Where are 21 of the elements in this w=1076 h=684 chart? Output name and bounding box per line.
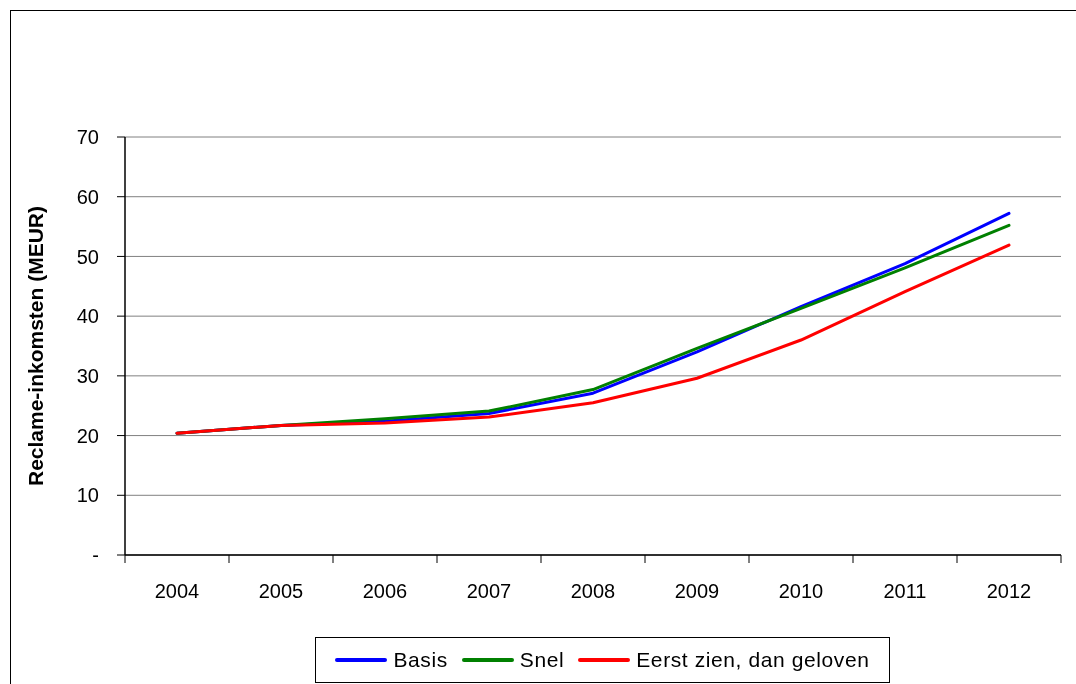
x-tick-label: 2004	[154, 580, 200, 602]
y-tick-label: 50	[76, 245, 99, 268]
y-tick-label: 20	[76, 424, 99, 447]
legend-label: Eerst zien, dan geloven	[636, 648, 870, 672]
legend-label: Snel	[519, 648, 565, 672]
y-tick-label: 70	[76, 126, 99, 149]
x-tick-label: 2009	[674, 580, 720, 602]
x-tick-label: 2007	[466, 580, 512, 602]
x-tick-label: 2010	[778, 580, 824, 602]
y-axis-title: Reclame-inkomsten (MEUR)	[23, 205, 47, 487]
y-tick-label: 30	[76, 364, 99, 387]
y-tick-label: 10	[76, 484, 99, 507]
x-tick-label: 2005	[258, 580, 304, 602]
x-tick-label: 2006	[362, 580, 408, 602]
x-tick-label: 2011	[883, 580, 927, 602]
x-tick-label: 2008	[570, 580, 616, 602]
y-tick-label: -	[92, 544, 99, 567]
legend-label: Basis	[393, 648, 448, 672]
x-tick-label: 2012	[986, 580, 1032, 602]
y-tick-label: 60	[76, 185, 99, 208]
y-tick-label: 40	[76, 305, 99, 328]
